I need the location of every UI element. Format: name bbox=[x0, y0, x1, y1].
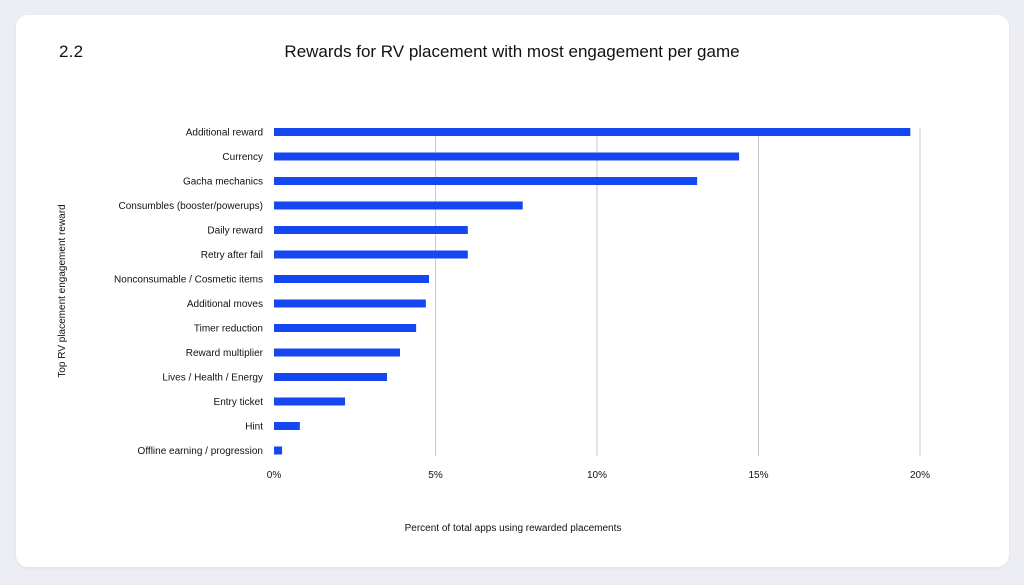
x-tick-label: 15% bbox=[748, 470, 768, 481]
category-label: Retry after fail bbox=[201, 250, 263, 261]
chart-card bbox=[16, 15, 1009, 567]
x-tick-label: 20% bbox=[910, 470, 930, 481]
y-axis-title: Top RV placement engagement reward bbox=[57, 204, 68, 377]
category-label: Nonconsumable / Cosmetic items bbox=[114, 275, 263, 286]
category-label: Additional moves bbox=[187, 299, 263, 310]
category-label: Currency bbox=[222, 152, 263, 163]
category-label: Offline earning / progression bbox=[138, 446, 263, 457]
bar bbox=[274, 152, 740, 161]
category-label: Consumbles (booster/powerups) bbox=[118, 201, 263, 212]
category-label: Additional reward bbox=[186, 128, 263, 139]
bar bbox=[274, 275, 430, 283]
category-label: Daily reward bbox=[207, 226, 263, 237]
bar bbox=[274, 422, 300, 430]
x-axis-title: Percent of total apps using rewarded pla… bbox=[405, 523, 622, 534]
bar bbox=[274, 250, 468, 259]
x-tick-label: 0% bbox=[267, 470, 282, 481]
x-tick-label: 5% bbox=[428, 470, 443, 481]
category-label: Hint bbox=[245, 422, 263, 433]
bar bbox=[274, 128, 911, 136]
bar bbox=[274, 226, 468, 234]
chart-title: Rewards for RV placement with most engag… bbox=[284, 42, 740, 61]
category-label: Reward multiplier bbox=[186, 348, 264, 359]
category-label: Gacha mechanics bbox=[183, 177, 263, 188]
bar bbox=[274, 324, 417, 332]
bar bbox=[274, 299, 426, 308]
bar bbox=[274, 397, 346, 406]
section-number: 2.2 bbox=[59, 42, 84, 61]
bars bbox=[274, 128, 911, 455]
bar bbox=[274, 177, 698, 185]
category-labels: Additional reward Currency Gacha mechanics… bbox=[114, 128, 264, 458]
bar bbox=[274, 348, 400, 357]
bar bbox=[274, 373, 388, 381]
bar bbox=[274, 201, 523, 210]
category-label: Lives / Health / Energy bbox=[162, 373, 263, 384]
category-label: Timer reduction bbox=[194, 324, 263, 335]
x-tick-labels: 0% 5% 10% 15% 20% bbox=[267, 470, 930, 481]
bar bbox=[274, 446, 283, 455]
x-tick-label: 10% bbox=[587, 470, 607, 481]
category-label: Entry ticket bbox=[214, 397, 264, 408]
